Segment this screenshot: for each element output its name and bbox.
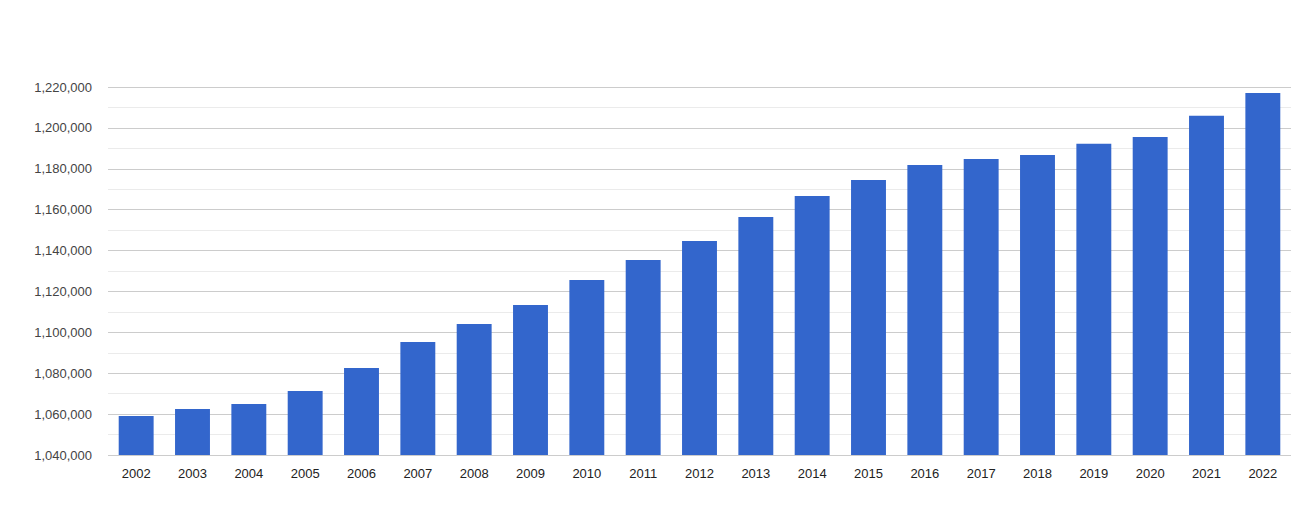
svg-text:2005: 2005 xyxy=(291,466,320,481)
svg-text:1,040,000: 1,040,000 xyxy=(34,448,92,463)
svg-text:2021: 2021 xyxy=(1192,466,1221,481)
svg-text:2014: 2014 xyxy=(798,466,827,481)
svg-text:1,200,000: 1,200,000 xyxy=(34,120,92,135)
svg-text:2015: 2015 xyxy=(854,466,883,481)
svg-text:2013: 2013 xyxy=(741,466,770,481)
svg-text:2017: 2017 xyxy=(967,466,996,481)
svg-text:1,140,000: 1,140,000 xyxy=(34,243,92,258)
svg-text:2022: 2022 xyxy=(1248,466,1277,481)
svg-text:1,100,000: 1,100,000 xyxy=(34,325,92,340)
svg-text:1,060,000: 1,060,000 xyxy=(34,407,92,422)
svg-text:1,160,000: 1,160,000 xyxy=(34,202,92,217)
svg-text:2012: 2012 xyxy=(685,466,714,481)
svg-text:2016: 2016 xyxy=(910,466,939,481)
svg-text:2007: 2007 xyxy=(403,466,432,481)
svg-text:2011: 2011 xyxy=(629,466,657,481)
svg-text:1,080,000: 1,080,000 xyxy=(34,366,92,381)
svg-text:1,220,000: 1,220,000 xyxy=(34,80,92,95)
svg-text:2009: 2009 xyxy=(516,466,545,481)
svg-text:1,120,000: 1,120,000 xyxy=(34,284,92,299)
svg-text:2020: 2020 xyxy=(1136,466,1165,481)
svg-text:1,180,000: 1,180,000 xyxy=(34,161,92,176)
svg-text:2002: 2002 xyxy=(122,466,151,481)
svg-text:2004: 2004 xyxy=(234,466,263,481)
svg-text:2006: 2006 xyxy=(347,466,376,481)
svg-text:2008: 2008 xyxy=(460,466,489,481)
svg-text:2018: 2018 xyxy=(1023,466,1052,481)
svg-text:2019: 2019 xyxy=(1079,466,1108,481)
svg-text:2003: 2003 xyxy=(178,466,207,481)
svg-text:2010: 2010 xyxy=(572,466,601,481)
